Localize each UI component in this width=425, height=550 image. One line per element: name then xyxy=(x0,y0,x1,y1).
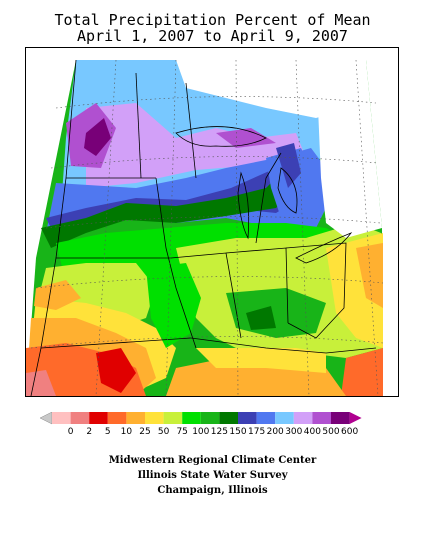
legend-swatch xyxy=(238,412,257,424)
region-southeast-corner-orange xyxy=(341,348,383,396)
region-north-lavender xyxy=(86,103,306,188)
legend-tick-label: 50 xyxy=(157,427,170,437)
legend-swatch xyxy=(126,412,145,424)
legend-tick-label: 125 xyxy=(210,427,228,437)
region-corner-pink xyxy=(26,370,56,396)
region-dark-green-band xyxy=(41,163,296,248)
legend-swatch xyxy=(256,412,276,424)
region-central-bright-green xyxy=(146,263,201,348)
legend-colorbar xyxy=(40,412,362,425)
precipitation-map xyxy=(25,47,399,397)
legend-tick-label: 150 xyxy=(229,427,247,437)
legend-tick-label: 0 xyxy=(67,427,74,437)
legend-swatch xyxy=(163,412,183,424)
legend-tick-label: 75 xyxy=(176,427,188,437)
credit-survey: Illinois State Water Survey xyxy=(137,470,288,481)
legend-swatch xyxy=(52,412,71,424)
legend-swatch xyxy=(107,412,127,424)
legend-tick-label: 5 xyxy=(104,427,111,437)
legend-swatch xyxy=(312,412,331,424)
legend-tick-label: 400 xyxy=(303,427,321,437)
legend-tick-label: 200 xyxy=(266,427,284,437)
precipitation-fill-layer xyxy=(26,60,383,396)
region-west-orange-patch xyxy=(34,280,81,310)
legend-swatch xyxy=(89,412,108,424)
map-date-range: April 1, 2007 to April 9, 2007 xyxy=(77,27,348,45)
legend-tick-label: 2 xyxy=(86,427,93,437)
legend-swatch xyxy=(200,412,220,424)
legend-arrow-low xyxy=(40,412,53,425)
legend-tick-label: 25 xyxy=(139,427,151,437)
region-southwest-red xyxy=(96,348,136,393)
region-southeast-orange xyxy=(356,243,383,308)
legend-swatch xyxy=(182,412,201,424)
legend-tick-label: 100 xyxy=(192,427,210,437)
region-canada-no-data xyxy=(176,60,356,118)
legend-tick-label: 600 xyxy=(341,427,359,437)
legend-tick-label: 300 xyxy=(285,427,303,437)
legend-swatch xyxy=(275,412,294,424)
credit-location: Champaign, Illinois xyxy=(157,485,268,496)
credit-center: Midwestern Regional Climate Center xyxy=(108,455,317,466)
graticule xyxy=(30,59,384,396)
region-michigan-navy xyxy=(276,143,301,188)
map-title: Total Precipitation Percent of Mean xyxy=(54,11,371,29)
legend-swatch xyxy=(219,412,238,424)
region-upper-michigan-purple xyxy=(216,128,276,148)
region-south-yellow xyxy=(196,348,326,373)
legend-tick-label: 175 xyxy=(248,427,266,437)
legend-swatch xyxy=(293,412,313,424)
legend-tick-label: 500 xyxy=(322,427,340,437)
great-lakes xyxy=(175,126,353,264)
legend-arrow-high xyxy=(349,412,362,424)
region-northwest-dark-purple xyxy=(84,118,111,156)
region-ohio-dark-green xyxy=(246,306,276,330)
map-canvas xyxy=(26,59,384,396)
legend-swatch xyxy=(145,412,164,424)
state-boundaries xyxy=(30,59,377,396)
legend-swatch xyxy=(70,412,90,424)
legend-tick-label: 10 xyxy=(120,427,133,437)
legend-swatch xyxy=(331,412,350,424)
